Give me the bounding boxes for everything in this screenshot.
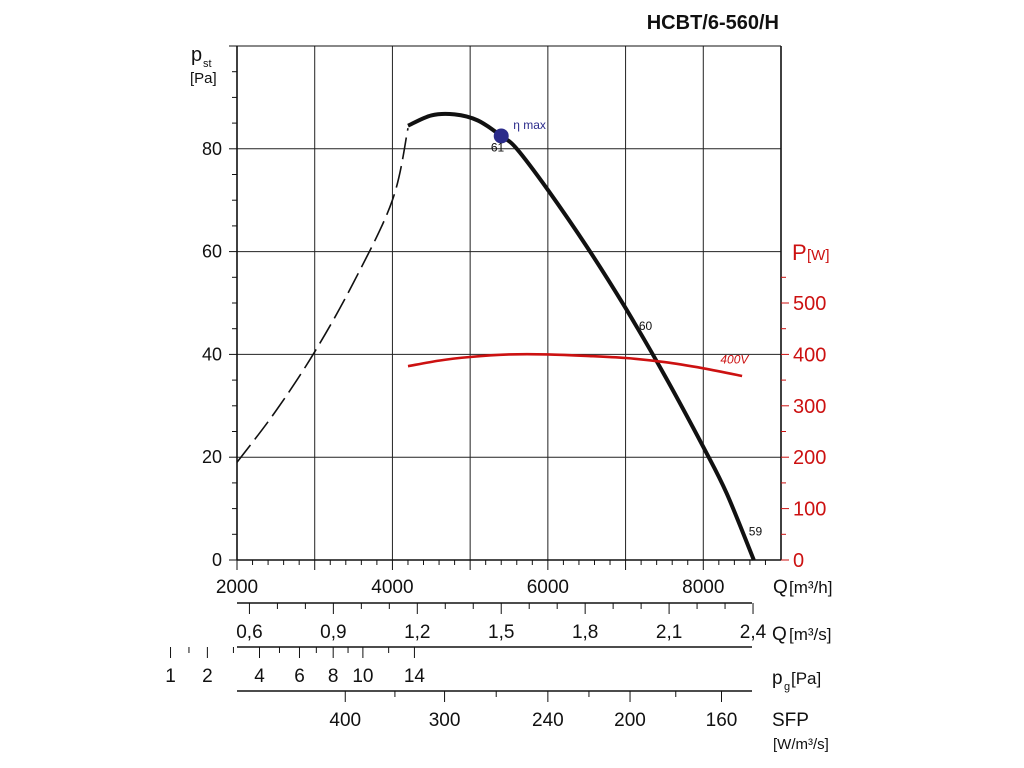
pressure-curve-unstable-dashed (236, 128, 409, 463)
scale-pg-tick-label: 4 (254, 666, 265, 687)
scale-sfp-tick-label: 160 (706, 710, 738, 731)
scale-pg: p g [Pa] 1 2 4 6 8 10 14 (165, 646, 821, 693)
scale-q-m3s: Q [m³/s] 0,6 0,9 1,2 1,5 1,8 2,1 2,4 (236, 602, 832, 645)
power-curve-400v (407, 352, 743, 378)
y2-tick-label: 300 (793, 396, 826, 418)
scale-pg-tick-label: 1 (165, 666, 176, 687)
scale-pg-tick-label: 6 (294, 666, 305, 687)
x-tick-label: 4000 (371, 577, 413, 598)
eta-max-point (493, 128, 509, 144)
y2-tick-label: 400 (793, 344, 826, 366)
scale-pg-tick-label: 14 (404, 666, 426, 687)
x-axis-label: Q (773, 577, 788, 598)
scale-sfp: SFP [W/m³/s] 400 300 240 200 160 (237, 690, 829, 753)
scale-q-m3s-tick-label: 0,9 (320, 622, 346, 643)
y-axis-ticks: 0 20 40 60 80 (202, 45, 237, 570)
y2-axis-unit: [W] (807, 247, 830, 264)
y2-tick-label: 100 (793, 499, 826, 521)
x-tick-label: 8000 (682, 577, 724, 598)
efficiency-label-60: 60 (639, 319, 653, 333)
scale-sfp-label: SFP (772, 710, 809, 731)
scale-sfp-tick-label: 300 (429, 710, 461, 731)
scale-pg-tick-label: 8 (328, 666, 339, 687)
scale-pg-label: p (772, 668, 783, 689)
scale-pg-tick-label: 2 (202, 666, 213, 687)
x-tick-label: 2000 (216, 577, 258, 598)
scale-sfp-tick-label: 240 (532, 710, 564, 731)
scale-q-m3s-unit: [m³/s] (789, 625, 832, 644)
y-tick-label: 80 (202, 139, 222, 159)
y-axis-label: p (191, 44, 202, 66)
y2-tick-label: 500 (793, 293, 826, 315)
y2-tick-label: 0 (793, 550, 804, 572)
scale-q-m3s-tick-label: 1,5 (488, 622, 514, 643)
y-tick-label: 0 (212, 550, 222, 570)
x-axis: Q [m³/h] 2000 4000 6000 8000 (216, 560, 832, 598)
y-tick-label: 40 (202, 344, 222, 364)
y2-axis-title: P [W] (792, 240, 830, 265)
scale-pg-tick-label: 10 (352, 666, 373, 687)
y2-tick-label: 200 (793, 447, 826, 469)
scale-q-m3s-tick-label: 1,2 (404, 622, 430, 643)
efficiency-label-59: 59 (749, 525, 763, 539)
y2-axis-label: P (792, 240, 807, 265)
chart-title: HCBT/6-560/H (647, 12, 779, 34)
data-series: 400V (236, 111, 756, 561)
scale-pg-unit: [Pa] (791, 669, 821, 688)
grid-lines (237, 46, 781, 560)
y2-axis-ticks: 0 100 200 300 400 500 (781, 276, 826, 572)
y-axis-label-subscript: st (203, 58, 212, 70)
scale-pg-subscript: g (784, 681, 790, 693)
efficiency-label-61: 61 (491, 140, 505, 154)
scale-q-m3s-tick-label: 0,6 (236, 622, 262, 643)
y-axis-unit: [Pa] (190, 70, 217, 87)
power-series-label: 400V (720, 353, 749, 367)
annotations: η max 61 60 59 (491, 118, 763, 539)
scale-q-m3s-tick-label: 2,4 (740, 622, 767, 643)
scale-sfp-unit: [W/m³/s] (773, 736, 829, 753)
eta-max-label: η max (513, 118, 546, 132)
y-tick-label: 60 (202, 242, 222, 262)
scale-sfp-tick-label: 200 (614, 710, 646, 731)
pressure-curve (407, 111, 756, 561)
x-axis-unit: [m³/h] (789, 578, 832, 597)
scale-q-m3s-tick-label: 1,8 (572, 622, 598, 643)
plot-frame (236, 45, 782, 561)
y-tick-label: 20 (202, 447, 222, 467)
scale-sfp-tick-label: 400 (329, 710, 361, 731)
x-tick-label: 6000 (527, 577, 569, 598)
scale-q-m3s-label: Q (772, 624, 787, 645)
scale-q-m3s-tick-label: 2,1 (656, 622, 682, 643)
y-axis-title: p st [Pa] (190, 44, 217, 87)
